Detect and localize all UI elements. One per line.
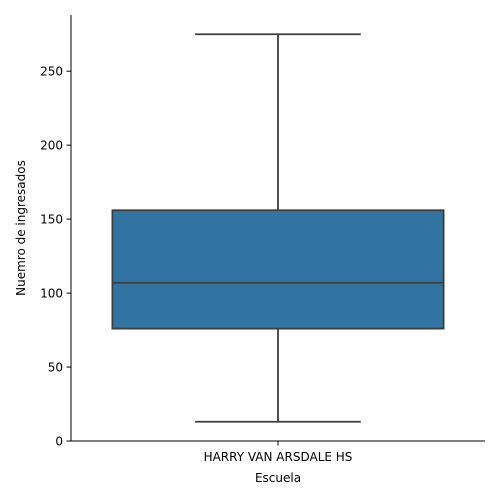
y-tick-label: 100 [40,287,63,301]
y-tick-label: 0 [55,435,63,449]
y-tick-label: 150 [40,213,63,227]
boxes [111,33,445,423]
x-tick-label: HARRY VAN ARSDALE HS [204,450,353,464]
y-tick-label: 250 [40,65,63,79]
y-axis-ticks: 0 50 100 150 200 250 [40,65,71,449]
y-tick-label: 50 [48,361,63,375]
x-axis-label: Escuela [255,471,301,485]
box-group [111,33,445,423]
y-axis-label: Nuemro de ingresados [14,160,28,296]
x-axis-ticks: HARRY VAN ARSDALE HS [204,441,353,464]
y-tick-label: 200 [40,139,63,153]
plot-area: 0 50 100 150 200 250 HARRY VAN ARSDALE HS [40,15,485,464]
iqr-box [111,209,445,330]
